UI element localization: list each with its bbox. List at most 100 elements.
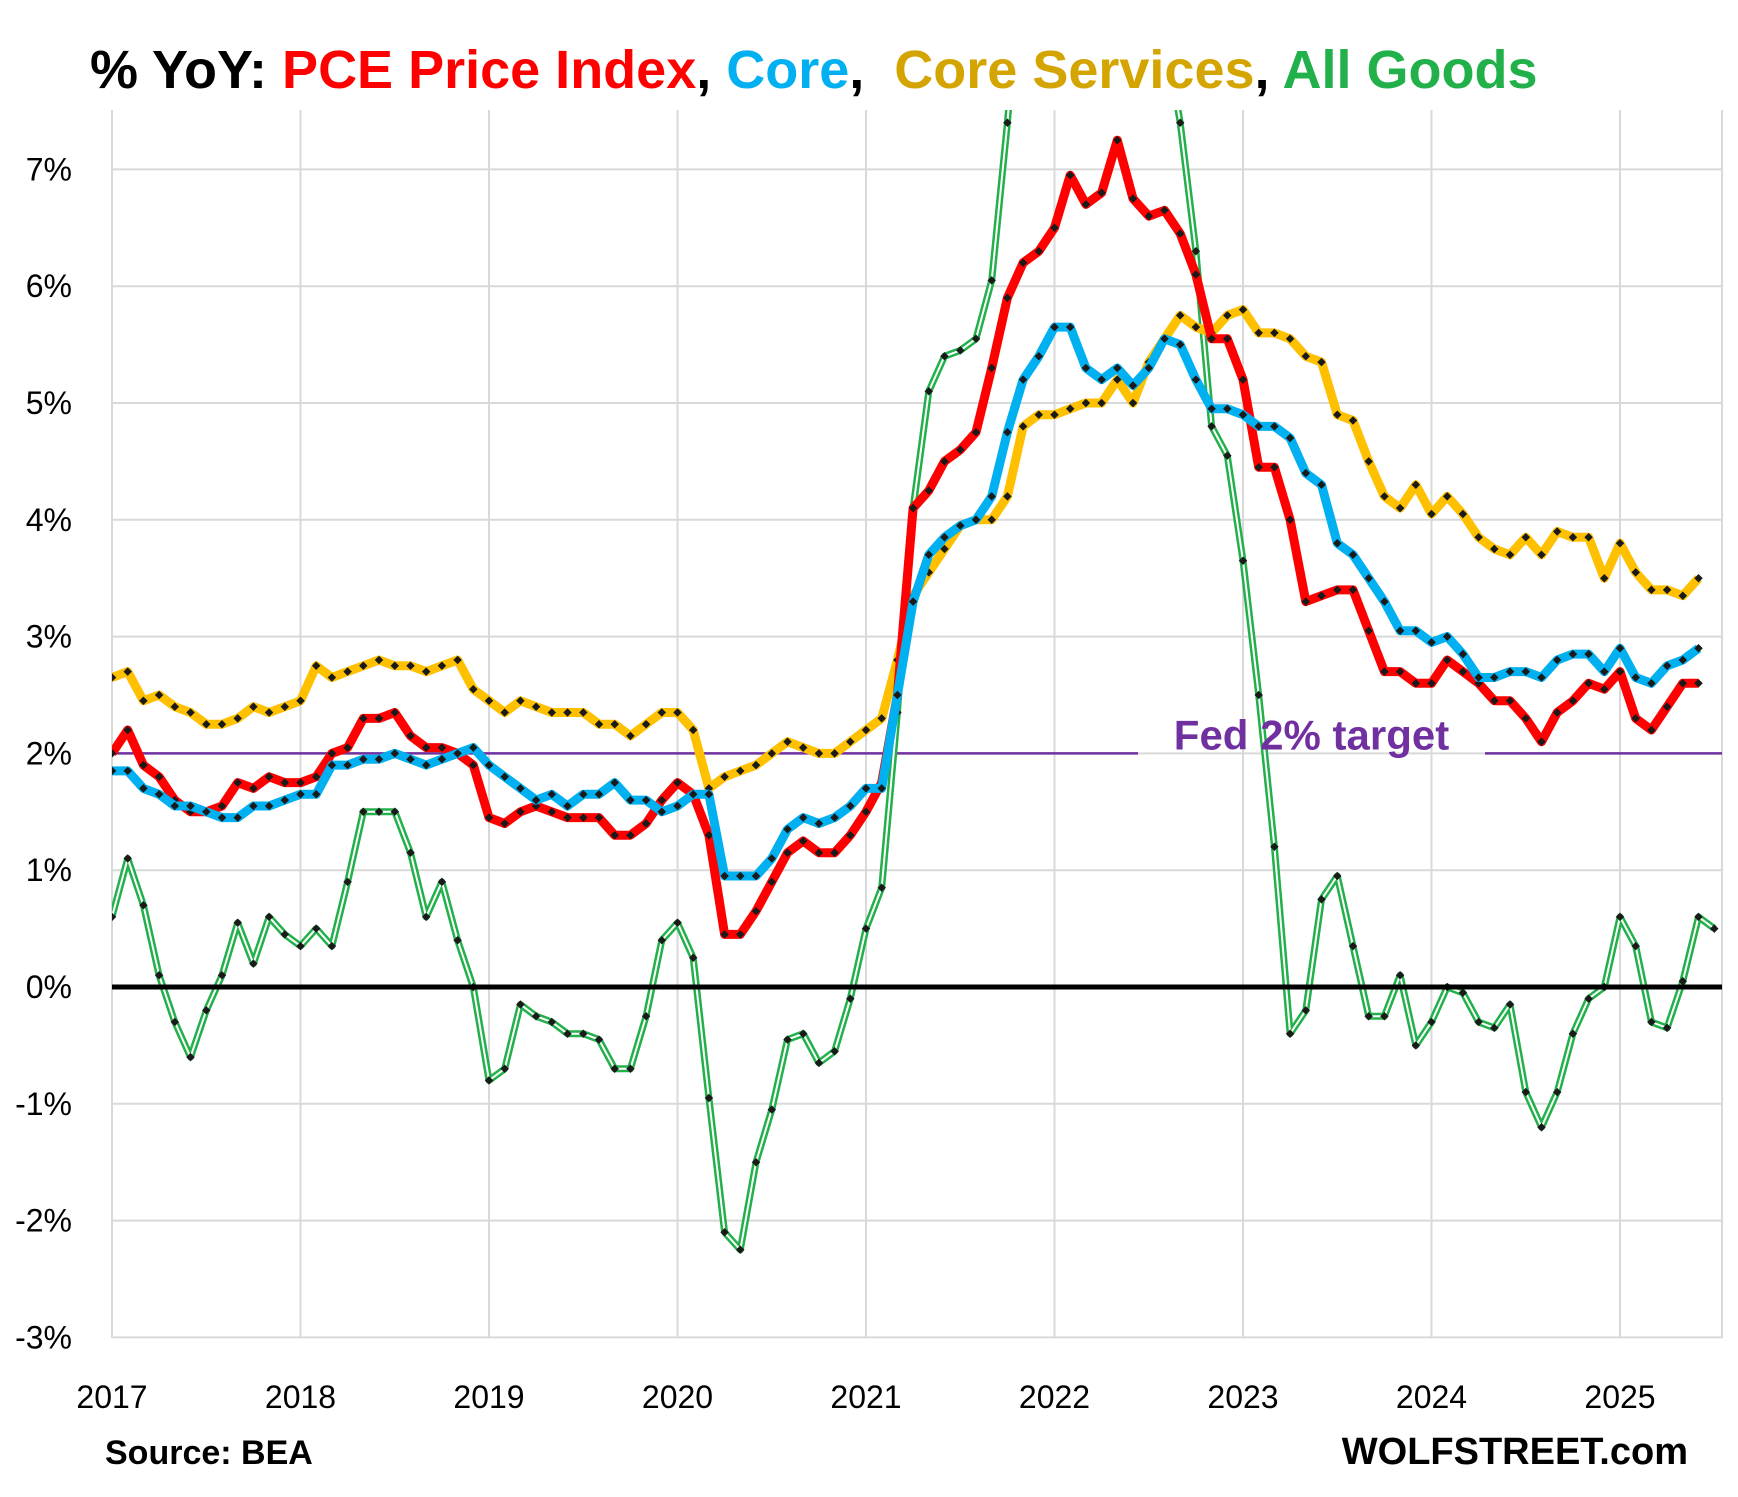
data-point-goods	[594, 1035, 604, 1044]
data-point-headline	[1505, 696, 1515, 706]
data-point-services	[1065, 404, 1075, 414]
data-point-goods	[547, 1017, 557, 1027]
data-point-goods	[626, 1064, 635, 1074]
data-point-goods	[1380, 1011, 1389, 1021]
data-point-core	[437, 754, 447, 764]
data-point-headline	[830, 848, 839, 857]
data-point-core	[1113, 363, 1122, 373]
data-point-goods	[280, 930, 290, 939]
data-point-headline	[861, 807, 871, 817]
data-point-headline	[1348, 585, 1358, 595]
data-point-services	[516, 696, 525, 706]
data-point-goods	[1270, 842, 1279, 852]
data-point-services	[641, 719, 651, 729]
data-point-headline	[1600, 684, 1609, 694]
data-point-goods	[861, 924, 871, 933]
data-point-goods	[751, 1157, 761, 1167]
data-point-headline	[987, 363, 996, 373]
data-point-services	[1254, 328, 1263, 338]
data-point-headline	[1411, 679, 1421, 688]
fed-target-label: Fed 2% target	[1174, 711, 1449, 758]
data-point-services	[1521, 533, 1531, 542]
data-point-core	[783, 825, 792, 834]
data-point-core	[516, 784, 525, 793]
data-point-core	[453, 749, 462, 758]
data-point-core	[1317, 480, 1326, 490]
data-point-headline	[798, 836, 808, 846]
data-point-services	[861, 725, 871, 735]
data-point-services	[296, 696, 305, 706]
data-point-core	[798, 813, 808, 822]
data-point-goods	[1285, 1029, 1295, 1038]
data-point-core	[1568, 649, 1578, 659]
title-part-1: PCE Price Index	[282, 40, 696, 100]
data-point-services	[1427, 509, 1436, 519]
data-point-services	[767, 749, 777, 758]
data-point-core	[641, 795, 651, 805]
data-point-core	[688, 790, 698, 799]
data-point-goods	[1333, 871, 1342, 881]
data-point-goods	[1647, 1017, 1656, 1027]
data-point-goods	[500, 1064, 509, 1074]
data-point-headline	[1631, 714, 1640, 723]
data-point-core	[1490, 673, 1499, 682]
data-point-headline	[1442, 655, 1452, 665]
data-point-goods	[1395, 971, 1405, 980]
data-point-core	[406, 754, 415, 764]
data-point-goods	[1411, 1041, 1421, 1050]
data-point-goods	[484, 1076, 494, 1085]
data-point-core	[1333, 538, 1342, 548]
data-point-goods	[657, 936, 667, 945]
data-point-core	[1065, 322, 1075, 332]
data-point-core	[563, 801, 572, 811]
data-point-goods	[956, 346, 965, 355]
data-point-goods	[924, 387, 934, 396]
data-point-services	[327, 673, 337, 682]
data-point-services	[1270, 328, 1279, 338]
data-point-core	[1301, 468, 1311, 478]
data-point-headline	[1694, 679, 1703, 688]
data-point-core	[264, 801, 274, 811]
data-point-goods	[343, 877, 352, 887]
data-point-core	[1631, 673, 1640, 682]
data-point-goods	[1631, 941, 1640, 951]
data-point-headline	[1537, 737, 1546, 746]
data-point-core	[469, 743, 478, 752]
data-point-headline	[610, 830, 619, 840]
data-point-headline	[1427, 679, 1436, 688]
data-point-core	[751, 871, 761, 881]
data-point-services	[1505, 550, 1515, 560]
data-point-headline	[1458, 667, 1468, 676]
data-point-headline	[1285, 515, 1295, 525]
data-point-goods	[720, 1228, 729, 1237]
data-point-services	[374, 655, 384, 665]
data-point-headline	[626, 830, 635, 840]
data-point-services	[626, 731, 635, 741]
data-point-services	[453, 655, 462, 665]
data-point-headline	[594, 813, 604, 822]
data-point-goods	[798, 1029, 808, 1038]
data-point-core	[1144, 363, 1154, 373]
data-point-core	[1254, 422, 1263, 431]
data-point-services	[1113, 375, 1122, 384]
data-point-headline	[547, 807, 557, 817]
data-point-goods	[987, 276, 996, 285]
data-point-core	[846, 801, 855, 811]
data-point-headline	[1254, 462, 1263, 472]
y-axis-tick-labels: -3% -2% -1% 0% 1% 2% 3% 4% 5% 6% 7%	[15, 151, 72, 1355]
data-point-headline	[657, 795, 667, 805]
data-point-core	[343, 760, 352, 770]
data-point-core	[1647, 679, 1656, 688]
y-tick-label: 0%	[26, 969, 72, 1005]
data-point-goods	[1490, 1023, 1499, 1033]
data-point-services	[940, 544, 949, 554]
data-point-services	[1584, 533, 1593, 542]
data-point-services	[814, 749, 824, 758]
data-point-services	[610, 719, 619, 729]
data-point-headline	[1238, 375, 1248, 384]
data-point-services	[798, 743, 808, 752]
data-point-goods	[1521, 1087, 1531, 1097]
data-point-headline	[484, 813, 494, 822]
data-point-headline	[563, 813, 572, 822]
data-point-goods	[1552, 1087, 1562, 1097]
